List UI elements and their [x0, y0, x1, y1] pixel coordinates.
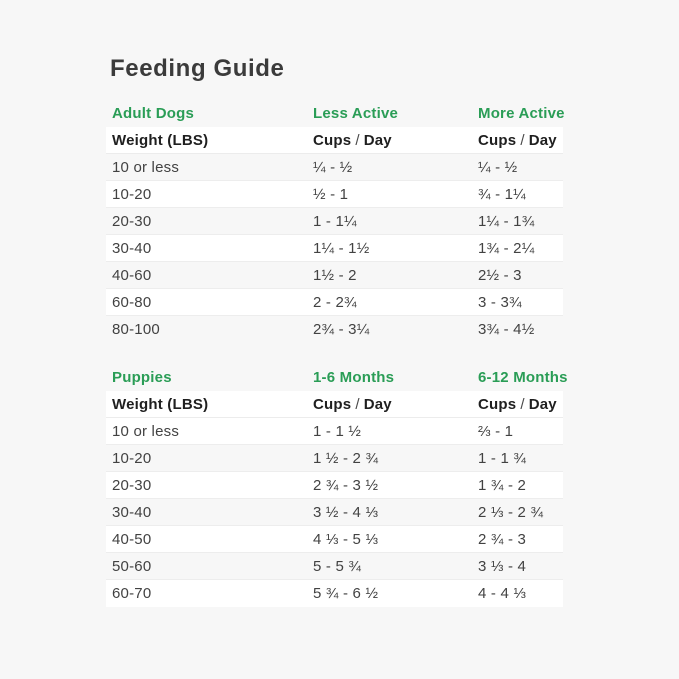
months-1-6-cell: 4 ⅓ - 5 ⅓	[313, 530, 379, 548]
adult-section-title: Adult Dogs	[112, 105, 194, 122]
puppies-weight-header: Weight (LBS)	[112, 395, 209, 413]
months-1-6-cell: 1 ½ - 2 ¾	[313, 449, 379, 467]
slash-separator: /	[520, 395, 525, 413]
months-1-6-cell: 5 ¾ - 6 ½	[313, 585, 379, 602]
puppies-section-header-row: Puppies 1-6 Months 6-12 Months	[106, 364, 568, 391]
slash-separator: /	[520, 131, 525, 149]
months-1-6-cell: 5 - 5 ¾	[313, 557, 362, 575]
months-1-6-cell: 1 - 1 ½	[313, 422, 362, 440]
adult-section-header-row: Adult Dogs Less Active More Active	[106, 100, 565, 127]
weight-cell: 20-30	[112, 212, 152, 230]
adult-weight-header: Weight (LBS)	[112, 131, 209, 149]
less-active-cell: 2¾ - 3¼	[313, 321, 370, 338]
slash-separator: /	[355, 131, 360, 149]
months-6-12-cell: 3 ⅓ - 4	[478, 557, 527, 575]
less-active-cell: 1½ - 2	[313, 266, 357, 284]
table-row: 60-80 2 - 2¾ 3 - 3¾	[106, 289, 563, 316]
table-row: 80-100 2¾ - 3¼ 3¾ - 4½	[106, 316, 563, 343]
page-title: Feeding Guide	[110, 55, 285, 82]
less-active-cell: 2 - 2¾	[313, 293, 357, 311]
months-6-12-cell: 1 ¾ - 2	[478, 476, 527, 494]
months-1-6-cell: 2 ¾ - 3 ½	[313, 476, 379, 494]
weight-cell: 20-30	[112, 476, 152, 494]
weight-cell: 30-40	[112, 503, 152, 521]
less-active-cell: 1 - 1¼	[313, 212, 357, 230]
weight-cell: 10 or less	[112, 158, 180, 176]
months-6-12-cell: 4 - 4 ⅓	[478, 585, 527, 602]
more-active-cell: 3 - 3¾	[478, 293, 522, 311]
table-row: 20-30 2 ¾ - 3 ½ 1 ¾ - 2	[106, 472, 563, 499]
weight-cell: 30-40	[112, 239, 152, 257]
table-row: 30-40 1¼ - 1½ 1¾ - 2¼	[106, 235, 563, 262]
weight-cell: 50-60	[112, 557, 152, 575]
puppies-column-header-row: Weight (LBS) Cups / Day Cups / Day	[106, 391, 563, 418]
more-active-cell: 3¾ - 4½	[478, 321, 535, 338]
months-6-12-cell: 1 - 1 ¾	[478, 449, 527, 467]
months-1-6-cell: 3 ½ - 4 ⅓	[313, 503, 379, 521]
table-row: 60-70 5 ¾ - 6 ½ 4 - 4 ⅓	[106, 580, 563, 607]
table-row: 10 or less 1 - 1 ½ ⅔ - 1	[106, 418, 563, 445]
adult-dogs-table: Adult Dogs Less Active More Active Weigh…	[106, 100, 565, 343]
table-row: 30-40 3 ½ - 4 ⅓ 2 ⅓ - 2 ¾	[106, 499, 563, 526]
weight-cell: 10-20	[112, 185, 152, 203]
more-active-cell: 1¾ - 2¼	[478, 239, 535, 257]
slash-separator: /	[355, 395, 360, 413]
more-active-cell: ¼ - ½	[478, 158, 518, 176]
adult-cups-day-header-1: Cups / Day	[313, 131, 392, 149]
months-6-12-cell: 2 ¾ - 3	[478, 530, 527, 548]
more-active-cell: 1¼ - 1¾	[478, 212, 535, 230]
puppies-6-12-months-label: 6-12 Months	[478, 369, 568, 386]
weight-cell: 60-70	[112, 585, 152, 602]
months-6-12-cell: ⅔ - 1	[478, 422, 514, 440]
adult-cups-day-header-2: Cups / Day	[478, 131, 557, 149]
table-row: 50-60 5 - 5 ¾ 3 ⅓ - 4	[106, 553, 563, 580]
months-6-12-cell: 2 ⅓ - 2 ¾	[478, 503, 544, 521]
table-row: 40-60 1½ - 2 2½ - 3	[106, 262, 563, 289]
weight-cell: 60-80	[112, 293, 152, 311]
puppies-cups-day-header-2: Cups / Day	[478, 395, 557, 413]
table-row: 40-50 4 ⅓ - 5 ⅓ 2 ¾ - 3	[106, 526, 563, 553]
less-active-cell: ¼ - ½	[313, 158, 353, 176]
weight-cell: 10-20	[112, 449, 152, 467]
puppies-table: Puppies 1-6 Months 6-12 Months Weight (L…	[106, 364, 568, 607]
weight-cell: 40-60	[112, 266, 152, 284]
less-active-cell: 1¼ - 1½	[313, 239, 370, 257]
table-row: 20-30 1 - 1¼ 1¼ - 1¾	[106, 208, 563, 235]
less-active-cell: ½ - 1	[313, 185, 349, 203]
table-row: 10-20 1 ½ - 2 ¾ 1 - 1 ¾	[106, 445, 563, 472]
adult-less-active-label: Less Active	[313, 105, 399, 122]
adult-column-header-row: Weight (LBS) Cups / Day Cups / Day	[106, 127, 563, 154]
puppies-1-6-months-label: 1-6 Months	[313, 369, 395, 386]
weight-cell: 10 or less	[112, 422, 180, 440]
more-active-cell: 2½ - 3	[478, 266, 522, 284]
table-row: 10-20 ½ - 1 ¾ - 1¼	[106, 181, 563, 208]
more-active-cell: ¾ - 1¼	[478, 185, 526, 203]
puppies-cups-day-header-1: Cups / Day	[313, 395, 392, 413]
weight-cell: 80-100	[112, 321, 160, 338]
table-row: 10 or less ¼ - ½ ¼ - ½	[106, 154, 563, 181]
weight-cell: 40-50	[112, 530, 152, 548]
puppies-section-title: Puppies	[112, 369, 172, 386]
adult-more-active-label: More Active	[478, 105, 565, 122]
